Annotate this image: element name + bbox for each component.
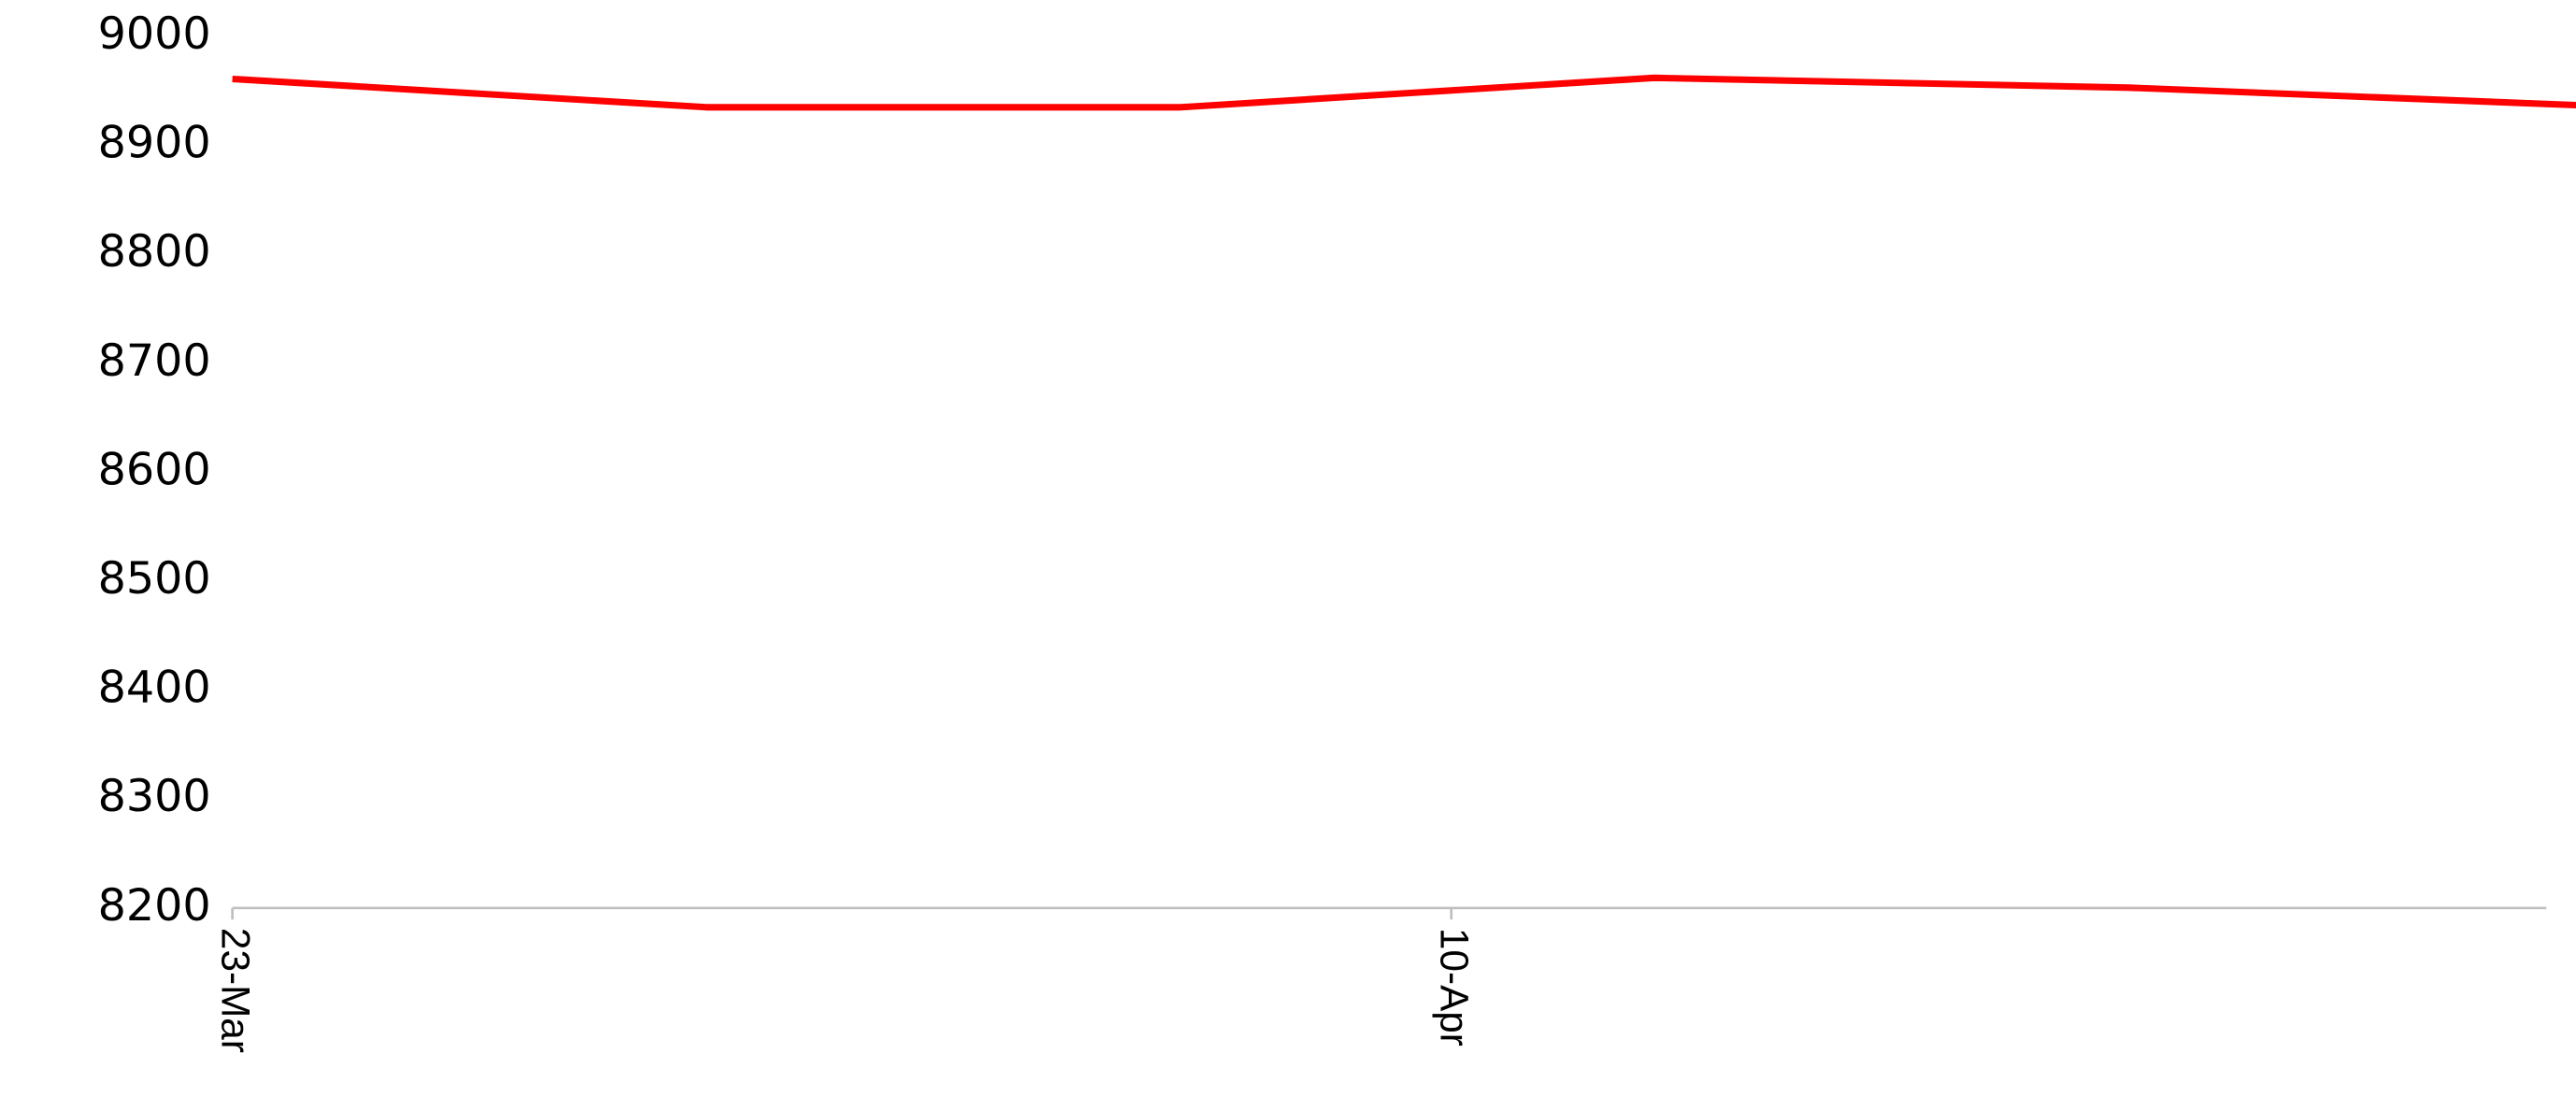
y-tick-label: 8800: [98, 226, 211, 278]
y-tick-label: 9000: [98, 8, 211, 60]
y-tick-label: 8600: [98, 444, 211, 495]
line: [232, 74, 2576, 111]
y-tick-label: 8500: [98, 553, 211, 605]
x-tick-label: 23-Mar: [213, 928, 257, 1053]
y-tick-label: 8200: [98, 880, 211, 932]
y-tick-label: 8400: [98, 662, 211, 714]
x-tick-label: 10-Apr: [1433, 928, 1477, 1046]
y-tick-label: 8700: [98, 335, 211, 387]
y-tick-label: 8300: [98, 771, 211, 822]
y-tick-label: 8900: [98, 118, 211, 169]
